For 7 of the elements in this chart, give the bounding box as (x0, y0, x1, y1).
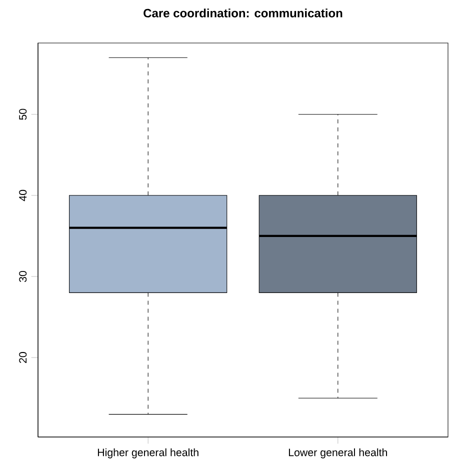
y-tick-label: 50 (19, 108, 27, 120)
x-tick-label: Higher general health (98, 448, 198, 458)
chart-title: Care coordination: communication (144, 8, 342, 18)
y-tick-label: 20 (19, 352, 27, 364)
y-tick-label: 30 (19, 271, 27, 282)
y-tick-label: 40 (19, 190, 27, 202)
x-tick-label: Lower general health (288, 448, 388, 458)
